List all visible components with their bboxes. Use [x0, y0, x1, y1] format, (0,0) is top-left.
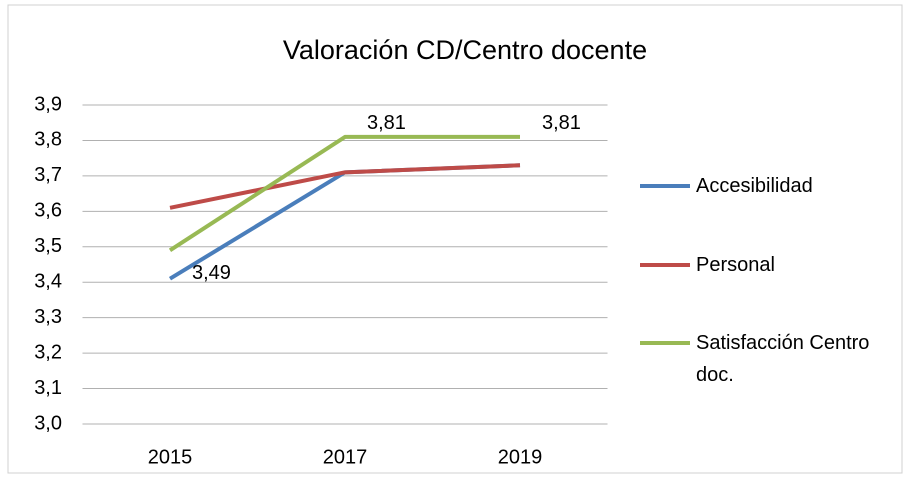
chart-border: [7, 4, 903, 474]
y-tick-label: 3,2: [34, 341, 62, 363]
legend-swatch: [640, 341, 690, 345]
y-tick-label: 3,0: [34, 412, 62, 434]
y-tick-label: 3,5: [34, 235, 62, 257]
data-label: 3,81: [367, 112, 406, 134]
legend-label: Satisfacción Centro doc.: [696, 332, 870, 386]
legend-swatch: [640, 263, 690, 267]
legend-swatch: [640, 184, 690, 188]
legend-item: Personal: [640, 249, 901, 281]
y-tick-label: 3,6: [34, 200, 62, 222]
y-tick-label: 3,1: [34, 377, 62, 399]
legend-item: Accesibilidad: [640, 170, 901, 202]
y-tick-label: 3,9: [34, 93, 62, 115]
legend-label: Personal: [696, 254, 775, 276]
x-tick-label: 2015: [148, 446, 193, 468]
y-tick-label: 3,7: [34, 164, 62, 186]
y-tick-label: 3,8: [34, 129, 62, 151]
data-label: 3,81: [542, 112, 581, 134]
y-tick-label: 3,4: [34, 271, 62, 293]
series-line: [168, 134, 520, 253]
y-tick-label: 3,3: [34, 306, 62, 328]
x-tick-label: 2019: [498, 446, 543, 468]
legend-item: Satisfacción Centro doc.: [640, 327, 901, 391]
x-tick-label: 2017: [323, 446, 368, 468]
chart-title: Valoración CD/Centro docente: [283, 35, 647, 65]
legend-label: Accesibilidad: [696, 175, 813, 197]
series-line: [169, 163, 521, 210]
data-label: 3,49: [192, 262, 231, 284]
